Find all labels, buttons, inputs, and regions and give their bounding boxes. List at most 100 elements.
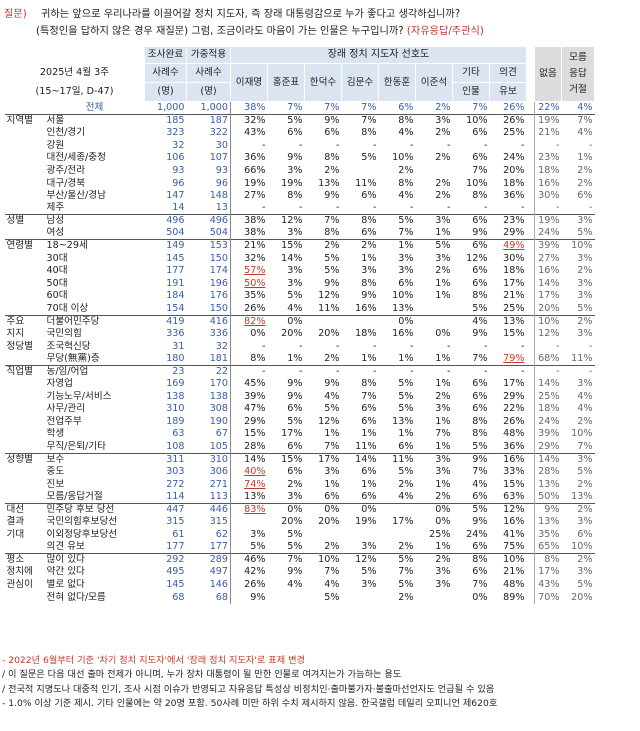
value-cell: 9% <box>287 566 303 578</box>
value-cell: 14% <box>281 252 303 264</box>
value-cell: 7% <box>341 114 379 128</box>
dont-know-cell: 6% <box>577 190 593 202</box>
row-group-label: 평소 <box>4 553 47 567</box>
value-cell: 9% <box>287 152 303 164</box>
footnote-1: - 2022년 6월부터 기준 '차기 정치 지도자'에서 '장래 정치 지도자… <box>2 655 305 666</box>
weighted-count: 146 <box>209 579 228 590</box>
dont-know-cell: 3% <box>577 290 593 302</box>
value-cell: 7% <box>361 102 377 113</box>
row-group-label: 결과 <box>6 516 25 528</box>
spacer-cell <box>526 364 535 378</box>
table-row: 강원 32 30- - - - - - - - - - <box>5 139 595 153</box>
table-row: 연령별 18~29세 149 153 21% 15% 2% 2% 1% 5% 6% 49% 39% 10% <box>4 239 595 253</box>
value-cell: 8% <box>472 415 488 427</box>
spacer-cell <box>527 328 535 341</box>
none-cell: 23% <box>534 152 562 165</box>
value-cell: 5% <box>267 114 305 128</box>
value-cell: 24% <box>466 528 488 540</box>
row-category: 서울 <box>46 114 145 128</box>
value-cell: 7% <box>398 227 414 239</box>
header-candidate-5: 한동훈 <box>378 63 416 102</box>
value-cell <box>305 529 342 542</box>
value-cell: 2% <box>435 127 451 139</box>
footnote-3: / 전국적 지명도나 대중적 인기, 조사 시점 이슈가 반영되고 자유응답 특… <box>2 683 495 695</box>
table-row: 중도 303 306 40% 6% 3% 6% 5% 3% 7% 33% 28% 5% <box>5 465 595 479</box>
none-cell: 68% <box>534 352 562 366</box>
spacer-cell <box>527 441 535 454</box>
footnote-4: - 1.0% 이상 기준 제시. 기타 인물에는 약 20명 포함. 50사례 … <box>2 698 498 710</box>
sample-count: 147 <box>166 190 185 202</box>
value-cell: 3% <box>230 528 268 542</box>
row-category: 약간 있다 <box>46 566 85 578</box>
dont-know-cell: 7% <box>577 440 593 452</box>
value-cell: 2% <box>398 164 414 176</box>
value-cell: 9% <box>361 290 377 302</box>
value-cell: - <box>484 340 488 352</box>
weighted-count: 322 <box>209 127 228 139</box>
weighted-count: 416 <box>186 314 231 328</box>
value-cell: 9% <box>230 591 268 604</box>
sample-count: 138 <box>166 390 185 402</box>
value-cell: 8% <box>230 352 268 366</box>
sample-count: 68 <box>172 591 185 603</box>
row-category: 자영업 <box>46 378 73 390</box>
value-cell: 0% <box>472 591 488 603</box>
row-category: 30대 <box>46 252 68 264</box>
dont-know-cell: 10% <box>571 428 593 440</box>
row-group-label <box>5 140 47 153</box>
question-line-2: (특정인을 답하지 않은 경우 재질문) 그럼, 조금이라도 마음이 가는 인물… <box>36 26 484 37</box>
sample-count: 419 <box>144 314 187 328</box>
value-cell: - <box>484 202 488 214</box>
table-row: 정치에 약간 있다 495 497 42% 9% 7% 5% 7% 3% 6% 21% 17% 3% <box>5 566 595 579</box>
table-row: 평소 많이 있다 292 289 46% 7% 10% 12% 5% 2% 8% 10% 8% 2% <box>4 553 595 567</box>
sample-count: 23 <box>144 364 187 378</box>
value-cell: 5% <box>378 553 416 567</box>
value-cell: 36% <box>503 190 525 202</box>
value-cell: 4% <box>398 127 414 139</box>
header-candidate-1: 이재명 <box>230 63 268 102</box>
value-cell: 36% <box>230 152 268 165</box>
row-category: 기능노무/서비스 <box>46 390 112 402</box>
table-row: 주요 더불어민주당 419 416 82% 0% 0% 4% 13% 10% 2% <box>4 314 595 328</box>
value-cell <box>230 516 268 529</box>
spacer-cell <box>527 152 535 165</box>
row-group-label <box>5 491 47 504</box>
value-cell: 1% <box>435 478 451 490</box>
value-cell: 1% <box>435 415 451 427</box>
row-group-label <box>5 403 47 416</box>
sample-count: 323 <box>166 127 185 139</box>
value-cell: 4% <box>324 390 340 402</box>
dont-know-cell: 3% <box>561 214 595 228</box>
value-cell: 13% <box>230 490 268 504</box>
none-cell: 29% <box>534 440 562 454</box>
table-row: 무직/은퇴/기타 108 105 28% 6% 7% 11% 6% 1% 5% 36% 29% 7% <box>5 440 595 454</box>
table-row: 50대 191 196 50% 3% 9% 8% 6% 1% 6% 17% 14% 3% <box>5 277 595 291</box>
row-group-label <box>5 227 47 240</box>
weighted-count: 150 <box>209 252 228 264</box>
none-cell: 20% <box>534 302 562 316</box>
value-cell: 11% <box>318 302 340 314</box>
sample-count: 177 <box>166 265 185 277</box>
dont-know-cell: 2% <box>577 177 593 189</box>
value-cell: 9% <box>472 516 488 528</box>
none-cell: 19% <box>534 214 562 228</box>
value-cell: 6% <box>452 214 490 228</box>
spacer-cell <box>527 391 535 404</box>
value-cell: 6% <box>472 390 488 402</box>
value-cell: 17% <box>304 452 342 466</box>
table-row: 성별 남성 496 496 38% 12% 7% 8% 5% 3% 6% 23% 19% 3% <box>4 214 595 228</box>
footnote-2: / 이 질문은 다음 대선 출마 전제가 아니며, 누가 장차 대통령이 될 만… <box>2 669 402 681</box>
value-cell: 3% <box>415 114 453 128</box>
value-cell: 25% <box>429 528 451 540</box>
sample-count: 14 <box>172 202 185 214</box>
sample-count: 189 <box>166 415 185 427</box>
dont-know-cell: - <box>561 364 595 378</box>
value-cell: 35% <box>230 290 268 303</box>
value-cell: 6% <box>472 566 488 578</box>
value-cell: 6% <box>361 490 377 502</box>
value-cell: 10% <box>392 152 414 164</box>
row-category: 광주/전라 <box>46 164 86 176</box>
weighted-count: 22 <box>186 364 231 378</box>
row-group-label: 직업별 <box>4 364 47 378</box>
row-group-label: 지역별 <box>4 114 47 128</box>
